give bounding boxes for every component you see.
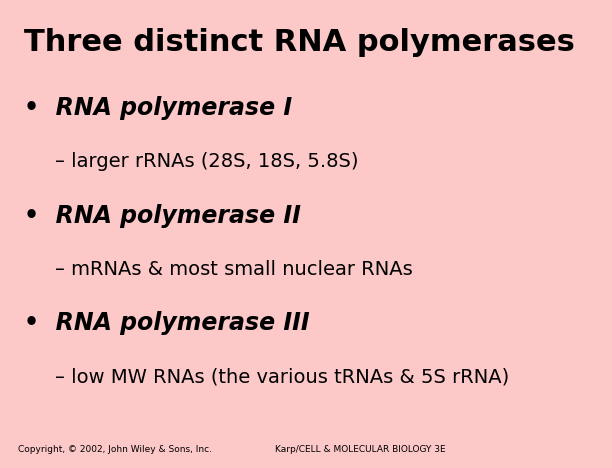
Text: – larger rRNAs (28S, 18S, 5.8S): – larger rRNAs (28S, 18S, 5.8S) [55,152,359,171]
Text: – mRNAs & most small nuclear RNAs: – mRNAs & most small nuclear RNAs [55,260,413,279]
Text: – low MW RNAs (the various tRNAs & 5S rRNA): – low MW RNAs (the various tRNAs & 5S rR… [55,367,509,387]
Text: Three distinct RNA polymerases: Three distinct RNA polymerases [24,28,575,57]
Text: •  RNA polymerase I: • RNA polymerase I [24,96,293,120]
Text: Karp/CELL & MOLECULAR BIOLOGY 3E: Karp/CELL & MOLECULAR BIOLOGY 3E [275,445,446,454]
Text: Copyright, © 2002, John Wiley & Sons, Inc.: Copyright, © 2002, John Wiley & Sons, In… [18,445,212,454]
Text: •  RNA polymerase III: • RNA polymerase III [24,311,310,335]
Text: •  RNA polymerase II: • RNA polymerase II [24,204,301,227]
